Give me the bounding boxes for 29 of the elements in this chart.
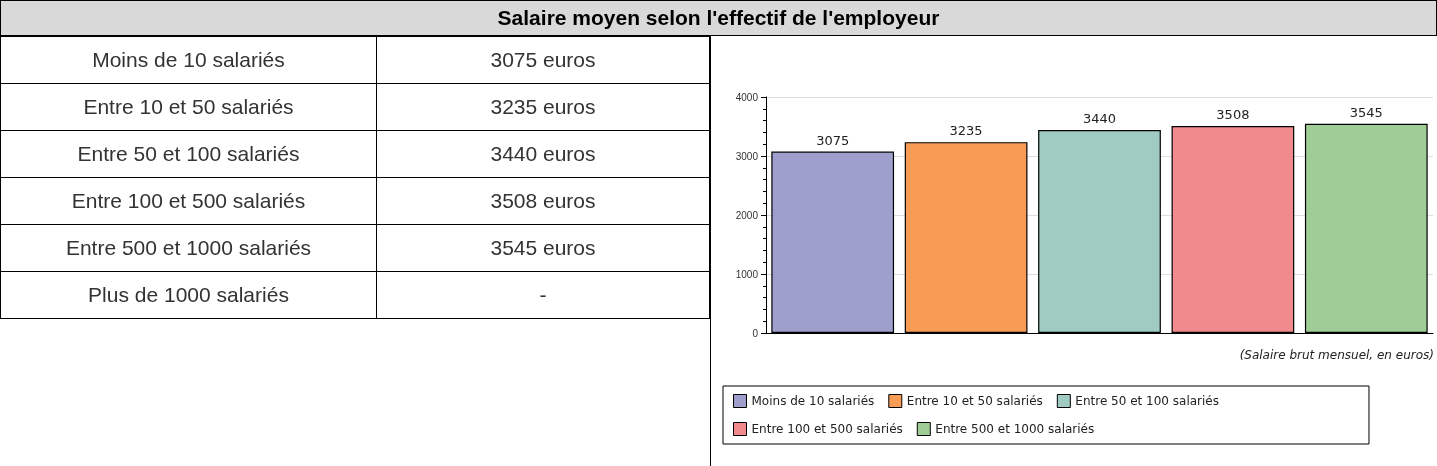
text: (Salaire brut mensuel, en euros)	[1239, 348, 1434, 362]
legend-label: Entre 500 et 1000 salariés	[935, 422, 1095, 436]
text: 3545 euros	[376, 224, 710, 272]
text: 3508 euros	[376, 177, 710, 225]
y-tick-label: 3000	[735, 150, 759, 162]
legend-label: Entre 50 et 100 salariés	[1075, 394, 1219, 408]
text: 3075 euros	[376, 36, 710, 84]
text: Entre 500 et 1000 salariés	[0, 224, 377, 272]
text: 3440 euros	[376, 130, 710, 178]
data-label: 3235	[949, 123, 983, 139]
data-label: 3545	[1349, 104, 1383, 120]
text: 3235 euros	[376, 83, 710, 131]
y-tick-label: 4000	[735, 91, 759, 103]
y-tick-label: 0	[752, 327, 759, 339]
legend-label: Moins de 10 salariés	[751, 394, 875, 408]
text: Entre 100 et 500 salariés	[0, 177, 377, 225]
legend-label: Entre 100 et 500 salariés	[751, 422, 903, 436]
text: Salaire moyen selon l'effectif de l'employeur	[0, 0, 1437, 36]
text: Plus de 1000 salariés	[0, 271, 377, 319]
data-label: 3075	[816, 132, 850, 148]
data-label: 3440	[1082, 111, 1117, 127]
legend-label: Entre 10 et 50 salariés	[906, 394, 1043, 408]
text: Moins de 10 salariés	[0, 36, 377, 84]
y-tick-label: 2000	[735, 209, 759, 221]
y-tick-label: 1000	[735, 268, 759, 280]
text: Entre 10 et 50 salariés	[0, 83, 377, 131]
text: -	[376, 271, 710, 319]
text: Entre 50 et 100 salariés	[0, 130, 377, 178]
data-label: 3508	[1216, 107, 1250, 123]
